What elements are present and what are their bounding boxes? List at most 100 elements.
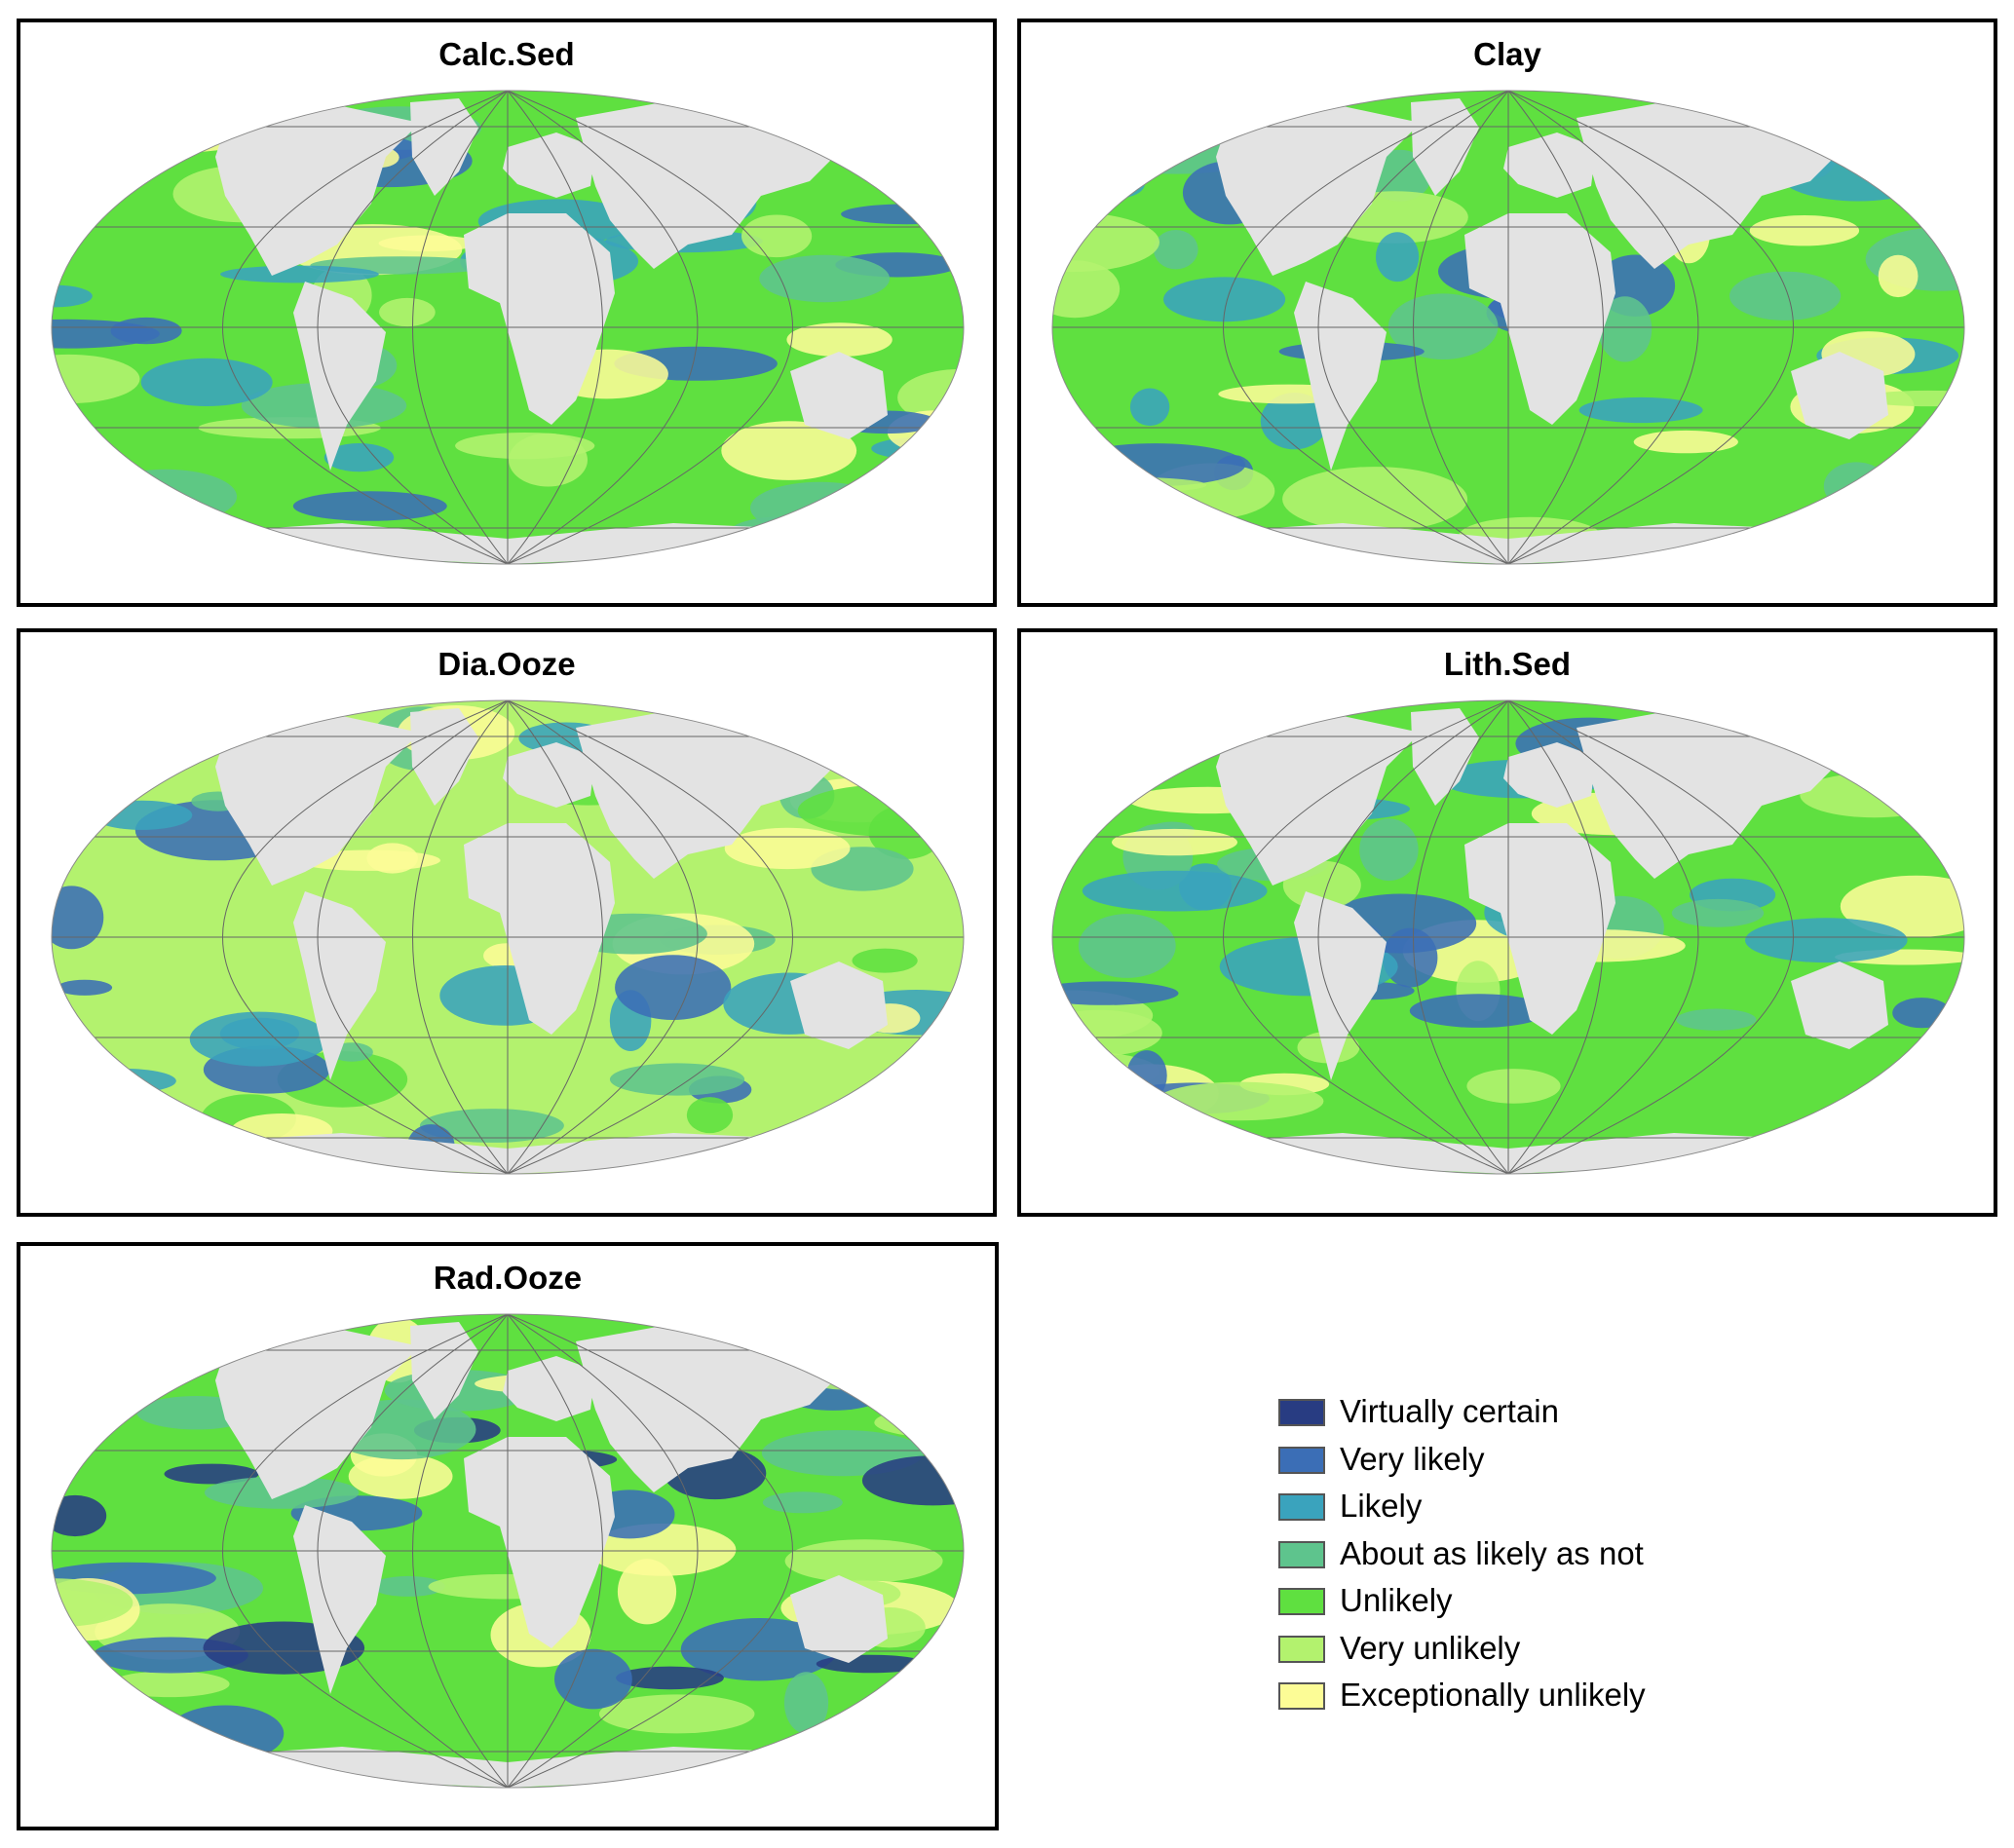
legend-label: About as likely as not bbox=[1340, 1534, 1644, 1571]
map-panel-lith-sed: Lith.Sed bbox=[1017, 628, 1997, 1217]
graticule-meridian bbox=[507, 700, 699, 1174]
likelihood-patch bbox=[1098, 134, 1151, 171]
likelihood-patch bbox=[110, 317, 182, 345]
legend-swatch bbox=[1278, 1493, 1325, 1521]
land-mass bbox=[464, 1437, 615, 1648]
likelihood-patch bbox=[1409, 994, 1549, 1028]
map-panel-rad-ooze: Rad.Ooze bbox=[17, 1242, 999, 1830]
likelihood-patch bbox=[814, 1113, 964, 1137]
likelihood-patch bbox=[686, 1097, 734, 1134]
land-mass bbox=[410, 98, 478, 196]
likelihood-patch bbox=[509, 433, 588, 487]
graticule-meridian bbox=[317, 700, 509, 1174]
land-mass bbox=[464, 213, 615, 425]
panel-title: Dia.Ooze bbox=[437, 646, 576, 682]
likelihood-patch bbox=[883, 1113, 940, 1140]
likelihood-patch bbox=[786, 322, 893, 358]
graticule-meridian bbox=[507, 1314, 793, 1788]
graticule-meridian bbox=[222, 1314, 509, 1788]
world-map-lith-sed bbox=[1051, 699, 1965, 1175]
panel-title: Rad.Ooze bbox=[433, 1260, 583, 1296]
likelihood-patch bbox=[1840, 875, 1964, 938]
graticule-meridian bbox=[1507, 91, 1794, 564]
likelihood-patch bbox=[848, 708, 964, 772]
likelihood-patch bbox=[95, 469, 238, 524]
likelihood-patch bbox=[366, 843, 418, 874]
likelihood-patch bbox=[1671, 898, 1765, 927]
graticule-meridian bbox=[1317, 91, 1509, 564]
likelihood-patch bbox=[52, 354, 140, 404]
likelihood-patch bbox=[554, 1648, 632, 1710]
likelihood-patch bbox=[724, 827, 851, 870]
likelihood-patch bbox=[1065, 443, 1246, 487]
land-mass bbox=[1294, 282, 1387, 471]
likelihood-patch bbox=[609, 1063, 745, 1096]
likelihood-patch bbox=[1633, 430, 1738, 454]
graticule-meridian bbox=[317, 91, 509, 564]
map-panel-dia-ooze: Dia.Ooze bbox=[17, 628, 997, 1217]
likelihood-patch bbox=[109, 1671, 230, 1698]
likelihood-patch bbox=[741, 214, 813, 258]
graticule-meridian bbox=[1507, 91, 1604, 564]
likelihood-patch bbox=[616, 1666, 724, 1690]
map-outline bbox=[51, 699, 965, 1175]
land-mass bbox=[293, 282, 386, 471]
likelihood-patch bbox=[721, 421, 857, 480]
map-clip-group bbox=[1052, 91, 1964, 564]
legend-swatch bbox=[1278, 1682, 1325, 1710]
map-outline bbox=[51, 1313, 965, 1789]
likelihood-patch bbox=[680, 1618, 838, 1681]
likelihood-patch bbox=[783, 1672, 829, 1734]
land-mass bbox=[1464, 823, 1615, 1035]
graticule-meridian bbox=[507, 91, 603, 564]
likelihood-patch bbox=[57, 979, 113, 996]
map-panel-clay: Clay bbox=[1017, 19, 1997, 607]
likelihood-patch bbox=[167, 1705, 285, 1762]
likelihood-patch bbox=[419, 1109, 564, 1143]
likelihood-patch bbox=[598, 1694, 755, 1734]
graticule-meridian bbox=[1507, 700, 1794, 1174]
graticule-meridian bbox=[222, 91, 509, 564]
graticule-meridian bbox=[317, 1314, 509, 1788]
likelihood-patch bbox=[1126, 1050, 1167, 1102]
likelihood-patch bbox=[1112, 828, 1237, 856]
likelihood-patch bbox=[615, 955, 732, 1020]
map-outline bbox=[1051, 699, 1965, 1175]
likelihood-patch bbox=[1729, 271, 1842, 321]
likelihood-patch bbox=[1878, 254, 1919, 298]
likelihood-patch bbox=[1376, 232, 1420, 283]
likelihood-patch bbox=[92, 800, 193, 830]
likelihood-patch bbox=[1082, 870, 1268, 912]
legend-label: Virtually certain bbox=[1340, 1393, 1559, 1429]
legend-swatch bbox=[1278, 1540, 1325, 1568]
map-clip-group bbox=[1052, 700, 1964, 1174]
panel-title: Lith.Sed bbox=[1443, 646, 1572, 682]
likelihood-patch bbox=[1260, 393, 1329, 450]
likelihood-patch bbox=[879, 735, 957, 773]
map-panel-calc-sed: Calc.Sed bbox=[17, 19, 997, 607]
likelihood-patch bbox=[1089, 169, 1145, 199]
likelihood-patch bbox=[1387, 293, 1499, 359]
land-mass bbox=[790, 1575, 888, 1663]
land-mass bbox=[790, 962, 888, 1049]
graticule-meridian bbox=[1413, 91, 1509, 564]
legend-swatch bbox=[1278, 1635, 1325, 1663]
likelihood-patch bbox=[852, 948, 918, 973]
land-mass bbox=[1791, 962, 1888, 1049]
panel-title: Calc.Sed bbox=[438, 36, 575, 72]
likelihood-patch bbox=[750, 481, 891, 535]
world-map-rad-ooze bbox=[51, 1313, 965, 1789]
graticule-meridian bbox=[412, 1314, 509, 1788]
likelihood-patch bbox=[762, 1491, 843, 1514]
land-mass bbox=[790, 352, 888, 439]
likelihood-patch bbox=[220, 265, 379, 283]
land-mass bbox=[503, 1356, 595, 1421]
legend-label: Very unlikely bbox=[1340, 1629, 1521, 1666]
likelihood-patch bbox=[1282, 467, 1468, 532]
graticule-meridian bbox=[507, 700, 603, 1174]
land-mass bbox=[293, 1505, 386, 1694]
likelihood-patch bbox=[1154, 230, 1198, 270]
likelihood-patch bbox=[189, 1011, 329, 1067]
land-mass bbox=[1503, 132, 1596, 198]
likelihood-patch bbox=[164, 1463, 259, 1485]
